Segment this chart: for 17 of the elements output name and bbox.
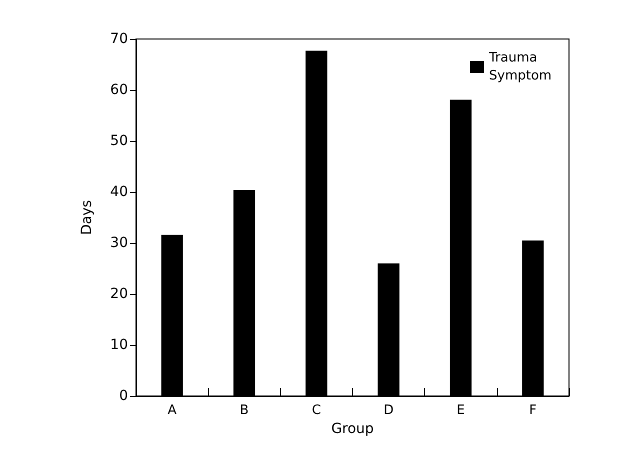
y-axis-title: Days — [79, 200, 95, 235]
y-tick-label: 60 — [110, 82, 128, 98]
y-tick-label: 70 — [110, 31, 128, 47]
x-axis-title: Group — [331, 420, 374, 437]
x-tick-label: C — [312, 403, 321, 418]
x-tick-label: F — [529, 403, 537, 418]
y-tick-label: 40 — [110, 184, 128, 200]
y-tick-label: 0 — [119, 388, 128, 404]
legend-label: Trauma Symptom — [488, 50, 552, 84]
x-tick-label: E — [456, 403, 465, 418]
y-tick-label: 20 — [110, 286, 128, 302]
x-tick-label: D — [384, 403, 394, 418]
y-tick-label: 50 — [110, 133, 128, 149]
y-tick-label: 10 — [110, 337, 128, 353]
x-tick-label: B — [240, 403, 249, 418]
y-tick-label: 30 — [110, 235, 128, 251]
x-tick-label: A — [168, 403, 177, 418]
